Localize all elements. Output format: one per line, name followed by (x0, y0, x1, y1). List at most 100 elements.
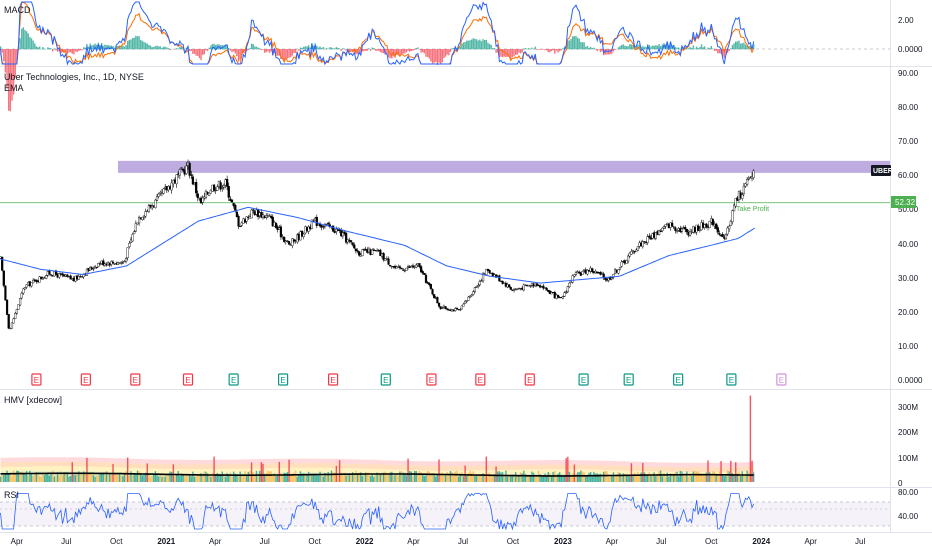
earnings-marker[interactable]: E (277, 373, 289, 386)
macd-histogram-bar (475, 39, 478, 50)
hmv-volume-bar (200, 473, 202, 482)
hmv-volume-bar (299, 471, 302, 482)
candle-body (136, 222, 139, 225)
hmv-volume-bar (175, 474, 178, 482)
earnings-marker[interactable]: E (524, 373, 535, 386)
price-axis[interactable]: 90.00 80.00 70.00 60.00 50.00 40.00 30.0… (898, 69, 923, 385)
candle-body (221, 187, 224, 189)
earnings-marker[interactable]: E (80, 373, 91, 386)
hmv-volume-bar (369, 476, 372, 482)
candle-body (423, 272, 426, 275)
macd-histogram-bar (712, 48, 714, 50)
candle-body (358, 251, 361, 256)
macd-histogram-bar (244, 49, 246, 54)
candle-body (633, 251, 636, 253)
candle-body (437, 302, 441, 307)
hmv-volume-bar (565, 458, 567, 482)
earnings-marker[interactable]: E (578, 373, 589, 386)
earnings-marker-box (327, 373, 339, 386)
hmv-volume-bar (500, 472, 502, 482)
candle-body (671, 222, 674, 227)
macd-histogram-bar (407, 49, 409, 51)
macd-histogram-bar (619, 46, 621, 50)
earnings-marker[interactable]: E (130, 373, 141, 386)
earnings-marker[interactable]: E (228, 373, 239, 386)
hmv-volume-bar (6, 470, 8, 482)
macd-histogram-bar (549, 49, 551, 53)
hmv-volume-bar (136, 470, 139, 482)
macd-histogram-bar (694, 48, 696, 50)
hmv-volume-bar (71, 462, 73, 482)
macd-histogram-bar (149, 45, 152, 50)
rsi-tick: 40.00 (898, 512, 919, 521)
candle-body (697, 225, 700, 231)
hmv-volume-bar (464, 465, 466, 482)
macd-histogram-bar (141, 41, 144, 50)
macd-histogram-bar (585, 46, 587, 50)
hmv-volume-bar (679, 470, 681, 482)
macd-histogram-bar (558, 49, 561, 52)
macd-histogram-bar (604, 49, 607, 55)
macd-histogram-bar (138, 36, 140, 50)
hmv-volume-bar (172, 464, 175, 482)
earnings-marker[interactable]: E (776, 373, 787, 386)
hmv-volume-bar (633, 472, 636, 482)
hmv-volume-bar (707, 460, 709, 482)
macd-histogram-bar (188, 49, 191, 51)
earnings-marker[interactable]: E (673, 373, 684, 386)
candle-body (235, 211, 239, 218)
hmv-volume-bar (617, 471, 620, 482)
resistance-zone[interactable] (118, 160, 890, 173)
earnings-marker[interactable]: E (475, 373, 486, 386)
macd-histogram-bar (285, 49, 287, 58)
macd-histogram-bar (622, 44, 624, 50)
macd-histogram-bar (710, 45, 712, 50)
hmv-volume-bar (493, 474, 496, 482)
time-axis[interactable]: Apr Jul Oct 2021 Apr Jul Oct 2022 Apr Jul Oct 2023 A… (11, 537, 866, 546)
candle-body (433, 294, 436, 298)
macd-histogram-bar (382, 49, 385, 54)
earnings-marker[interactable]: E (327, 373, 339, 386)
hmv-volume-bar (735, 462, 737, 482)
macd-histogram-bar (237, 49, 240, 62)
hmv-volume-bar (1, 474, 3, 482)
take-profit-price-tag[interactable]: 52.32 (891, 196, 916, 208)
macd-histogram-bar (497, 49, 499, 53)
macd-histogram-bar (521, 49, 523, 53)
hmv-volume-bar (674, 472, 677, 482)
earnings-marker[interactable]: E (182, 373, 194, 386)
macd-histogram-bar (578, 38, 580, 50)
earnings-marker[interactable]: E (726, 373, 737, 386)
hmv-volume-bar (9, 474, 12, 482)
hmv-volume-bar (320, 475, 323, 482)
candle-body (498, 275, 501, 282)
macd-histogram-bar (50, 48, 52, 50)
hmv-volume-bar (223, 475, 225, 482)
macd-histogram-bar (320, 47, 323, 50)
earnings-marker[interactable]: E (623, 373, 634, 386)
hmv-volume-bar (50, 473, 52, 482)
hmv-volume-bar (560, 475, 563, 482)
hmv-volume-bar (298, 475, 300, 482)
hmv-volume-bar (32, 475, 34, 482)
macd-histogram-bar (16, 49, 18, 64)
macd-histogram-bar (133, 37, 135, 50)
ticker-badge[interactable]: UBER (871, 165, 893, 176)
macd-histogram-bar (726, 49, 729, 53)
earnings-marker[interactable]: E (426, 373, 437, 386)
macd-histogram-bar (614, 49, 616, 50)
candle-body (439, 306, 442, 309)
hmv-volume-bar (141, 475, 144, 482)
candle-body (182, 168, 185, 171)
earnings-marker[interactable]: E (31, 373, 42, 386)
hmv-volume-bar (572, 473, 574, 482)
macd-histogram-bar (192, 49, 194, 54)
macd-histogram-bar (197, 49, 199, 56)
earnings-marker[interactable]: E (380, 373, 391, 386)
macd-histogram-bar (317, 47, 320, 50)
candle-body (131, 234, 134, 242)
hmv-volume-bar (513, 475, 515, 482)
price-tick: 30.00 (898, 274, 919, 283)
hmv-volume-bar (624, 473, 626, 482)
macd-histogram-bar (29, 36, 31, 50)
